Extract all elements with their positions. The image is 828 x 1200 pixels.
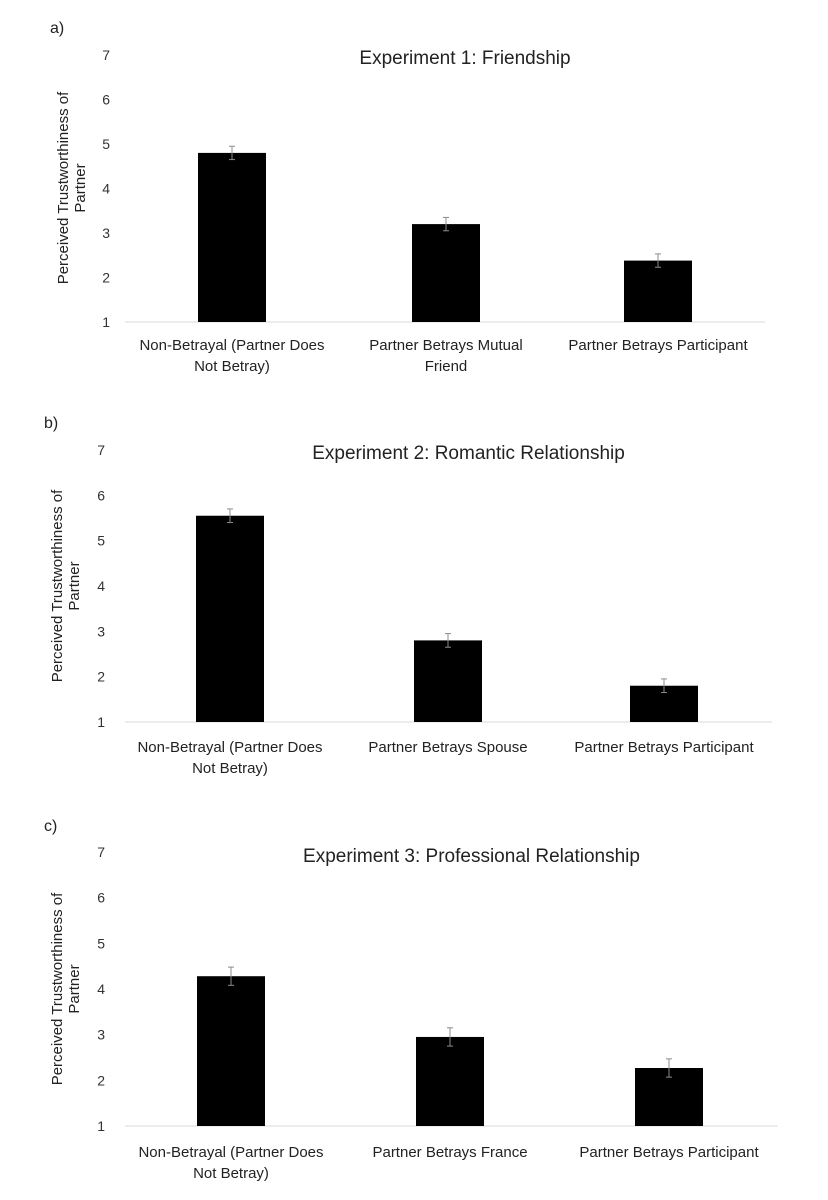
category-label: Non-Betrayal (Partner Does	[139, 337, 324, 354]
chart-title: Experiment 1: Friendship	[359, 48, 570, 69]
y-axis-label-line: Perceived Trustworthiness of	[49, 892, 66, 1085]
y-axis-label-line: Partner	[66, 964, 83, 1013]
y-tick-label: 6	[102, 92, 110, 108]
y-axis-label-line: Perceived Trustworthiness of	[49, 489, 66, 682]
bar	[196, 515, 264, 722]
y-tick-label: 4	[97, 981, 105, 997]
y-tick-label: 1	[97, 1118, 105, 1134]
category-label: Partner Betrays France	[372, 1144, 527, 1161]
y-tick-label: 4	[102, 181, 110, 197]
bar	[198, 152, 266, 322]
y-tick-label: 5	[97, 935, 105, 951]
y-tick-label: 2	[97, 1072, 105, 1088]
category-label: Non-Betrayal (Partner Does	[137, 739, 322, 756]
panel-label: a)	[50, 20, 64, 37]
y-axis-label: Perceived Trustworthiness ofPartner	[49, 489, 83, 682]
y-tick-label: 5	[97, 533, 105, 549]
panel-label: b)	[44, 415, 58, 432]
category-label: Friend	[425, 358, 468, 375]
category-label: Non-Betrayal (Partner Does	[138, 1144, 323, 1161]
y-tick-label: 1	[102, 314, 110, 330]
y-axis-label: Perceived Trustworthiness ofPartner	[49, 892, 83, 1085]
y-tick-label: 7	[97, 442, 105, 458]
y-tick-label: 7	[102, 47, 110, 63]
y-axis-label-line: Partner	[72, 163, 89, 212]
y-tick-label: 1	[97, 714, 105, 730]
y-tick-label: 7	[97, 844, 105, 860]
y-tick-label: 3	[97, 1027, 105, 1043]
bar	[197, 976, 265, 1126]
bar	[414, 640, 482, 722]
category-label: Partner Betrays Participant	[568, 337, 748, 354]
y-tick-label: 3	[97, 623, 105, 639]
category-label: Partner Betrays Participant	[574, 739, 754, 756]
y-axis-label-line: Partner	[66, 561, 83, 610]
bar	[624, 260, 692, 322]
panel-label: c)	[44, 818, 57, 835]
category-label: Not Betray)	[192, 760, 268, 777]
y-tick-label: 5	[102, 136, 110, 152]
category-label: Not Betray)	[193, 1165, 269, 1182]
bar	[635, 1068, 703, 1126]
chart-title: Experiment 2: Romantic Relationship	[312, 443, 625, 464]
category-label: Partner Betrays Mutual	[369, 337, 522, 354]
category-label: Not Betray)	[194, 358, 270, 375]
category-label: Partner Betrays Participant	[579, 1144, 759, 1161]
y-tick-label: 3	[102, 225, 110, 241]
y-axis-label-line: Perceived Trustworthiness of	[55, 91, 72, 284]
bar	[412, 224, 480, 322]
category-label: Partner Betrays Spouse	[368, 739, 527, 756]
y-tick-label: 2	[97, 669, 105, 685]
y-tick-label: 6	[97, 890, 105, 906]
y-tick-label: 2	[102, 270, 110, 286]
y-tick-label: 4	[97, 578, 105, 594]
y-axis-label: Perceived Trustworthiness ofPartner	[55, 91, 89, 284]
chart-title: Experiment 3: Professional Relationship	[303, 846, 640, 867]
y-tick-label: 6	[97, 487, 105, 503]
bar	[416, 1036, 484, 1126]
